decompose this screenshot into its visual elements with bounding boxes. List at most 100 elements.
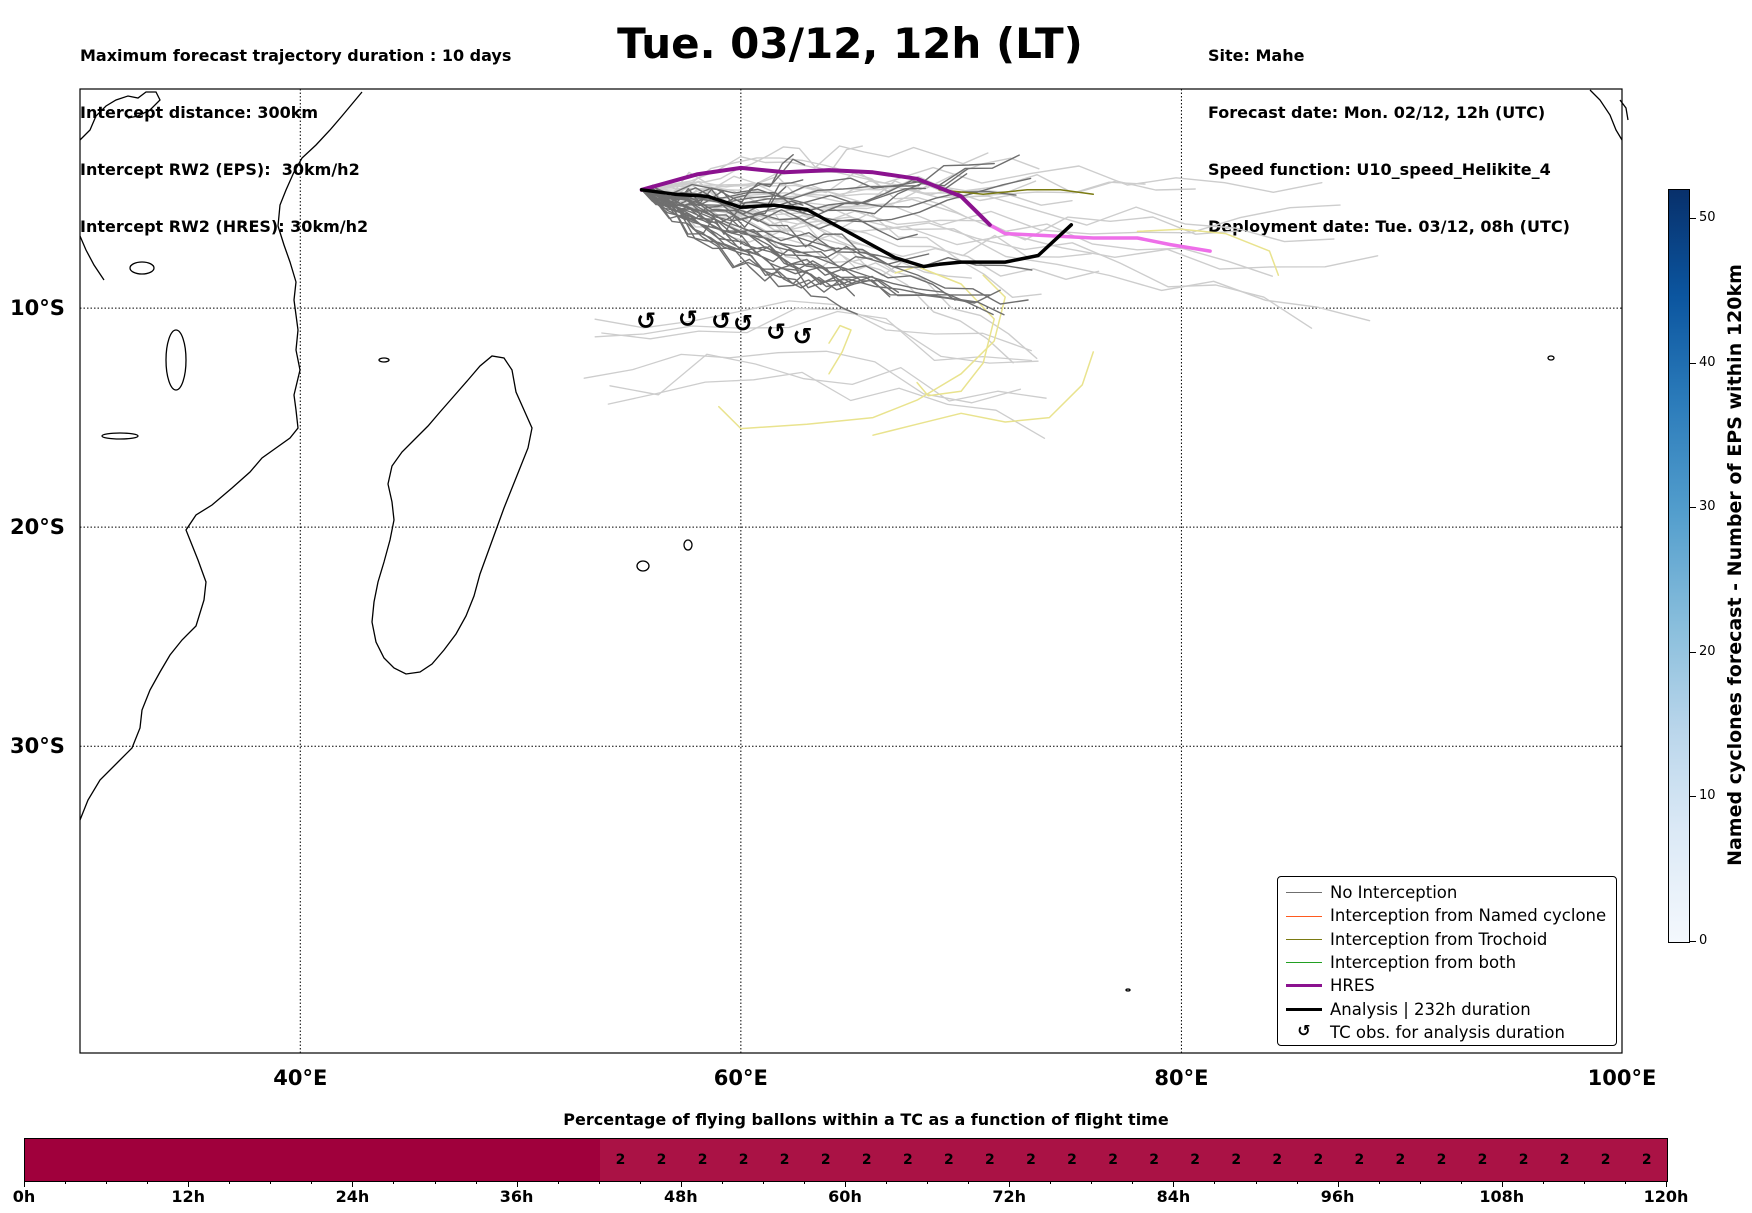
africa-coastline xyxy=(79,91,363,821)
header-line: Forecast date: Mon. 02/12, 12h (UTC) xyxy=(1208,103,1546,122)
pct-axis-tick xyxy=(352,1181,354,1187)
pct-cell: 2 xyxy=(1133,1139,1175,1181)
legend-label: Analysis | 232h duration xyxy=(1330,999,1531,1019)
eps-track-light xyxy=(641,189,1371,322)
tc-obs-marker: ↺ xyxy=(636,307,656,335)
colorbar-label: Named cyclones forecast - Number of EPS … xyxy=(1724,264,1746,866)
pct-axis-label: 24h xyxy=(335,1187,370,1206)
pct-axis-tick xyxy=(311,1181,313,1184)
pct-axis-tick xyxy=(147,1181,149,1184)
pct-axis-label: 48h xyxy=(663,1187,698,1206)
header-info-left: Maximum forecast trajectory duration : 1… xyxy=(80,8,511,255)
yellow-track xyxy=(828,324,852,375)
pct-axis-tick xyxy=(229,1181,231,1184)
no-interception-track xyxy=(641,158,806,205)
no-interception-track xyxy=(641,168,969,222)
page-title: Tue. 03/12, 12h (LT) xyxy=(617,19,1083,68)
legend-item: HRES xyxy=(1278,975,1616,998)
pct-cell: 2 xyxy=(1461,1139,1504,1181)
pct-cell: 2 xyxy=(1584,1139,1627,1181)
legend-label: Interception from Trochoid xyxy=(1330,929,1548,949)
legend-item: ↺ TC obs. for analysis duration xyxy=(1278,1020,1616,1045)
no-interception-track xyxy=(641,177,1032,223)
colorbar-tick-label: 10 xyxy=(1699,788,1716,804)
pct-cell xyxy=(476,1139,519,1181)
pct-axis-label: 108h xyxy=(1479,1187,1525,1206)
pct-axis-tick xyxy=(1378,1181,1380,1184)
pct-cell xyxy=(271,1139,313,1181)
pct-cell: 2 xyxy=(969,1139,1011,1181)
colorbar-tick xyxy=(1690,796,1696,798)
legend-marker: ↺ xyxy=(1297,1020,1311,1040)
pct-cell: 2 xyxy=(599,1139,642,1181)
pct-axis-tick xyxy=(639,1181,641,1184)
pct-axis-tick xyxy=(1050,1181,1052,1184)
hres-track xyxy=(639,165,992,227)
no-interception-track xyxy=(641,189,956,301)
lon-label: 60°E xyxy=(713,1066,768,1090)
header-line: Deployment date: Tue. 03/12, 08h (UTC) xyxy=(1208,217,1570,236)
pct-axis-tick xyxy=(1091,1181,1093,1184)
header-line: Intercept distance: 300km xyxy=(80,103,319,122)
island xyxy=(1547,355,1555,361)
pct-axis-tick xyxy=(680,1181,682,1187)
map-legend: No Interception Interception from Named c… xyxy=(1277,876,1617,1046)
legend-swatch xyxy=(1286,962,1322,964)
pct-axis-tick xyxy=(434,1181,436,1184)
legend-swatch xyxy=(1286,984,1322,988)
pct-cell: 2 xyxy=(722,1139,765,1181)
legend-item: Analysis | 232h duration xyxy=(1278,999,1616,1022)
pct-cell xyxy=(558,1139,601,1181)
pct-axis-label: 12h xyxy=(171,1187,206,1206)
trochoid-track xyxy=(938,189,1095,195)
pct-cell: 2 xyxy=(1092,1139,1134,1181)
pct-axis-tick xyxy=(1337,1181,1339,1187)
lat-label: 20°S xyxy=(10,515,65,540)
pct-axis-tick xyxy=(845,1181,846,1187)
pct-cell: 2 xyxy=(887,1139,929,1181)
island xyxy=(683,539,693,551)
colorbar-tick xyxy=(1690,507,1696,509)
eps-track-light xyxy=(594,300,1032,352)
no-interception-track xyxy=(641,189,1029,305)
pct-axis-label: 36h xyxy=(499,1187,534,1206)
header-line: Site: Mahe xyxy=(1208,46,1305,65)
colorbar-tick-label: 0 xyxy=(1699,933,1708,948)
pct-cell xyxy=(435,1139,478,1181)
eps-track-light xyxy=(641,185,1038,360)
tc-obs-marker: ↺ xyxy=(711,307,731,335)
pct-axis-label: 0h xyxy=(12,1187,36,1206)
island xyxy=(101,432,139,440)
no-interception-track xyxy=(641,189,918,241)
pct-cell xyxy=(148,1139,190,1181)
pct-cell xyxy=(394,1139,436,1181)
eps-track-light xyxy=(583,350,1022,404)
pct-cell: 2 xyxy=(1502,1139,1545,1181)
pct-axis-tick xyxy=(762,1181,764,1184)
tc-obs-marker: ↺ xyxy=(792,323,812,351)
pct-cell xyxy=(230,1139,272,1181)
legend-item: Interception from Trochoid xyxy=(1278,929,1616,952)
colorbar-tick xyxy=(1690,651,1696,653)
pct-cell: 2 xyxy=(846,1139,888,1181)
eps-track-light xyxy=(641,189,1092,258)
pct-cell xyxy=(189,1139,231,1181)
pct-bar-title: Percentage of flying ballons within a TC… xyxy=(563,1110,1169,1129)
legend-label: HRES xyxy=(1330,976,1375,996)
pct-axis-tick xyxy=(106,1181,108,1184)
coast-top-left xyxy=(79,235,105,281)
pct-axis-tick xyxy=(721,1181,723,1184)
eps-track-light xyxy=(594,310,1033,362)
legend-label: TC obs. for analysis duration xyxy=(1330,1022,1565,1042)
island xyxy=(636,560,650,572)
colorbar-tick xyxy=(1690,941,1696,942)
colorbar-tick-label: 50 xyxy=(1699,209,1716,225)
pct-axis-tick xyxy=(927,1181,929,1184)
pct-axis-tick xyxy=(557,1181,559,1184)
island xyxy=(1125,988,1131,992)
pct-cell: 2 xyxy=(1256,1139,1299,1181)
colorbar-tick-label: 20 xyxy=(1699,643,1716,659)
eps-track-light xyxy=(607,371,1046,439)
no-interception-track xyxy=(641,189,858,288)
